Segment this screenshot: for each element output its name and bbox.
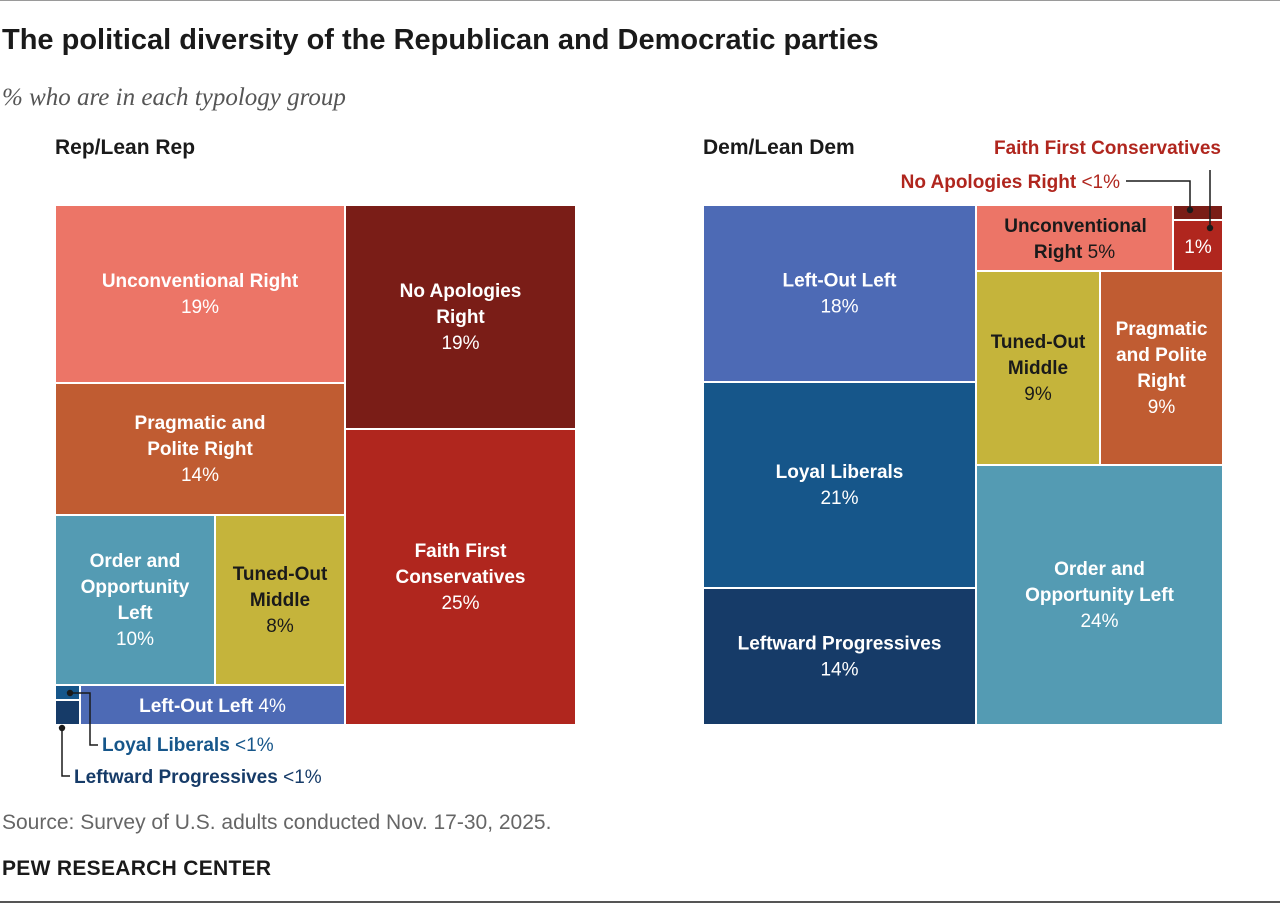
rep-label-tuned-out-middle: Tuned-Out bbox=[233, 564, 328, 585]
dem-label-order-opportunity-left: Opportunity Left bbox=[1025, 585, 1174, 606]
rep-cell-left-out-left: Left-Out Left 4% bbox=[79, 684, 346, 726]
top-rule bbox=[0, 0, 1280, 1]
rep-callouts: Loyal Liberals <1% Leftward Progressives … bbox=[58, 689, 322, 788]
source-note: Source: Survey of U.S. adults conducted … bbox=[2, 811, 552, 834]
chart-subtitle: % who are in each typology group bbox=[2, 84, 346, 111]
dem-cell-faith-first-conservatives: 1% bbox=[1172, 219, 1224, 272]
rep-callout-loyal-liberals-leader bbox=[70, 692, 98, 746]
dem-callout-no-apologies-right-leader bbox=[1126, 180, 1191, 210]
rep-value-tuned-out-middle: 8% bbox=[266, 616, 294, 637]
dem-label-pragmatic-polite-right: Right bbox=[1137, 371, 1186, 392]
dem-rect-left-out-left bbox=[702, 204, 977, 383]
dem-callouts: Faith First Conservatives No Apologies Ri… bbox=[901, 138, 1221, 232]
rep-callout-leftward-progressives-dot bbox=[58, 724, 66, 732]
dem-value-pragmatic-polite-right: 9% bbox=[1148, 397, 1176, 418]
dem-label-pragmatic-polite-right: and Polite bbox=[1116, 345, 1207, 366]
rep-label-pragmatic-polite-right: Polite Right bbox=[147, 439, 253, 460]
dem-callout-no-apologies-right-dot bbox=[1186, 206, 1194, 214]
rep-cell-no-apologies-right: No Apologies Right 19% bbox=[344, 204, 577, 430]
chart-title: The political diversity of the Republica… bbox=[2, 24, 879, 56]
dem-rect-loyal-liberals bbox=[702, 381, 977, 589]
dem-callout-no-apologies-right: No Apologies Right <1% bbox=[901, 172, 1194, 214]
dem-rect-no-apologies-right bbox=[1172, 204, 1224, 221]
rep-value-order-opportunity-left: 10% bbox=[116, 629, 154, 650]
rep-label-no-apologies-right: No Apologies bbox=[400, 281, 522, 302]
dem-rect-tuned-out-middle bbox=[975, 270, 1101, 466]
dem-cell-order-opportunity-left: Order and Opportunity Left 24% bbox=[975, 464, 1224, 726]
rep-callout-loyal-liberals-label: Loyal Liberals <1% bbox=[102, 735, 274, 756]
dem-label-leftward-progressives: Leftward Progressives bbox=[738, 634, 942, 655]
rep-rect-tuned-out-middle bbox=[214, 514, 346, 686]
rep-label-left-out-left: Left-Out Left 4% bbox=[139, 696, 286, 717]
bottom-rule bbox=[0, 901, 1280, 903]
footer-brand: PEW RESEARCH CENTER bbox=[2, 857, 272, 880]
dem-value-loyal-liberals: 21% bbox=[820, 488, 858, 509]
rep-value-faith-first-conservatives: 25% bbox=[441, 593, 479, 614]
dem-value-tuned-out-middle: 9% bbox=[1024, 384, 1052, 405]
dem-value-faith-first-conservatives: 1% bbox=[1184, 237, 1212, 258]
rep-callout-leftward-progressives: Leftward Progressives <1% bbox=[58, 724, 322, 788]
rep-label-no-apologies-right: Right bbox=[436, 307, 485, 328]
rep-value-unconventional-right: 19% bbox=[181, 297, 219, 318]
rep-callout-leftward-progressives-label: Leftward Progressives <1% bbox=[74, 767, 322, 788]
dem-label-tuned-out-middle: Tuned-Out bbox=[991, 332, 1086, 353]
rep-label-faith-first-conservatives: Faith First bbox=[415, 541, 508, 562]
rep-label-unconventional-right: Unconventional Right bbox=[102, 271, 299, 292]
rep-label-faith-first-conservatives: Conservatives bbox=[396, 567, 526, 588]
rep-rect-pragmatic-polite-right bbox=[54, 382, 346, 516]
rep-rect-unconventional-right bbox=[54, 204, 346, 384]
rep-panel-title: Rep/Lean Rep bbox=[55, 136, 195, 159]
rep-rect-order-opportunity-left bbox=[54, 514, 216, 686]
dem-rect-leftward-progressives bbox=[702, 587, 977, 726]
rep-label-order-opportunity-left: Order and bbox=[90, 551, 181, 572]
dem-cell-pragmatic-polite-right: Pragmatic and Polite Right 9% bbox=[1099, 270, 1224, 466]
dem-rect-faith-first-conservatives bbox=[1172, 219, 1224, 272]
dem-rect-order-opportunity-left bbox=[975, 464, 1224, 726]
dem-label-order-opportunity-left: Order and bbox=[1054, 559, 1145, 580]
dem-cell-unconventional-right: Unconventional Right 5% bbox=[975, 204, 1174, 272]
rep-cell-pragmatic-polite-right: Pragmatic and Polite Right 14% bbox=[54, 382, 346, 516]
rep-cell-order-opportunity-left: Order and Opportunity Left 10% bbox=[54, 514, 216, 686]
dem-value-unconventional-right: Right 5% bbox=[1034, 242, 1115, 263]
rep-callout-loyal-liberals: Loyal Liberals <1% bbox=[66, 689, 274, 756]
dem-label-unconventional-right: Unconventional bbox=[1004, 216, 1147, 237]
dem-cell-no-apologies-right bbox=[1172, 204, 1224, 221]
dem-rect-pragmatic-polite-right bbox=[1099, 270, 1224, 466]
rep-rect-left-out-left bbox=[79, 684, 346, 726]
rep-rect-faith-first-conservatives bbox=[344, 428, 577, 726]
dem-value-order-opportunity-left: 24% bbox=[1080, 611, 1118, 632]
rep-treemap: Unconventional Right 19% No Apologies Right… bbox=[54, 204, 577, 726]
dem-label-loyal-liberals: Loyal Liberals bbox=[776, 462, 904, 483]
dem-label-tuned-out-middle: Middle bbox=[1008, 358, 1068, 379]
rep-value-no-apologies-right: 19% bbox=[441, 333, 479, 354]
rep-cell-unconventional-right: Unconventional Right 19% bbox=[54, 204, 346, 384]
rep-label-order-opportunity-left: Opportunity bbox=[81, 577, 190, 598]
dem-callout-faith-first-conservatives-label: Faith First Conservatives bbox=[994, 138, 1221, 159]
rep-rect-leftward-progressives bbox=[54, 699, 81, 726]
dem-panel-title: Dem/Lean Dem bbox=[703, 136, 855, 159]
rep-rect-no-apologies-right bbox=[344, 204, 577, 430]
dem-cell-loyal-liberals: Loyal Liberals 21% bbox=[702, 381, 977, 589]
rep-cell-leftward-progressives bbox=[54, 699, 81, 726]
dem-label-left-out-left: Left-Out Left bbox=[783, 271, 898, 292]
dem-cell-left-out-left: Left-Out Left 18% bbox=[702, 204, 977, 383]
dem-cell-leftward-progressives: Leftward Progressives 14% bbox=[702, 587, 977, 726]
rep-callout-loyal-liberals-dot bbox=[66, 689, 74, 697]
treemap-chart: Rep/Lean Rep Dem/Lean Dem Unconventional R… bbox=[54, 136, 1224, 788]
dem-callout-faith-first-conservatives: Faith First Conservatives bbox=[994, 138, 1221, 232]
dem-callout-no-apologies-right-label: No Apologies Right <1% bbox=[901, 172, 1121, 193]
rep-label-tuned-out-middle: Middle bbox=[250, 590, 310, 611]
dem-treemap: Left-Out Left 18% Loyal Liberals 21% Leftwar… bbox=[702, 204, 1224, 726]
rep-callout-leftward-progressives-leader bbox=[61, 728, 70, 777]
rep-cell-tuned-out-middle: Tuned-Out Middle 8% bbox=[214, 514, 346, 686]
dem-label-pragmatic-polite-right: Pragmatic bbox=[1116, 319, 1208, 340]
rep-label-order-opportunity-left: Left bbox=[118, 603, 154, 624]
dem-value-left-out-left: 18% bbox=[820, 297, 858, 318]
dem-value-leftward-progressives: 14% bbox=[820, 660, 858, 681]
rep-value-pragmatic-polite-right: 14% bbox=[181, 465, 219, 486]
rep-label-pragmatic-polite-right: Pragmatic and bbox=[135, 413, 266, 434]
dem-callout-faith-first-conservatives-dot bbox=[1206, 224, 1214, 232]
dem-cell-tuned-out-middle: Tuned-Out Middle 9% bbox=[975, 270, 1101, 466]
rep-cell-faith-first-conservatives: Faith First Conservatives 25% bbox=[344, 428, 577, 726]
